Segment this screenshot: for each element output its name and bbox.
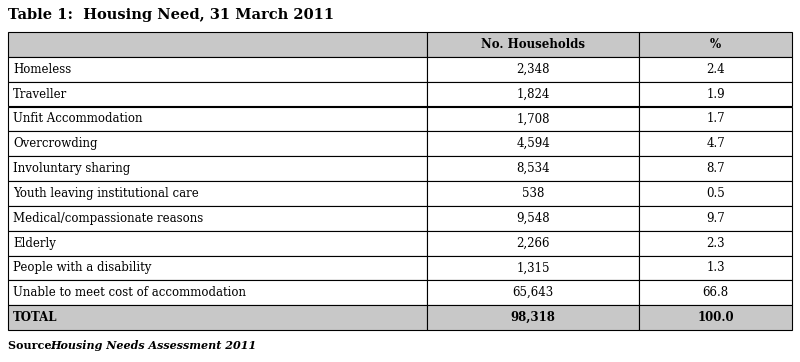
Bar [427,57,639,82]
Text: 2.4: 2.4 [706,63,725,76]
Text: 1,315: 1,315 [517,261,550,274]
Text: Source:: Source: [8,340,59,351]
Text: 2.3: 2.3 [706,237,725,249]
Bar [8,206,427,231]
Text: 100.0: 100.0 [698,311,734,324]
Bar [8,57,427,82]
Bar [8,256,427,280]
Text: 1,824: 1,824 [517,88,550,101]
Text: People with a disability: People with a disability [13,261,151,274]
Bar [427,280,639,305]
Bar [639,181,792,206]
Text: 538: 538 [522,187,545,200]
Text: Homeless: Homeless [13,63,71,76]
Text: 0.5: 0.5 [706,187,725,200]
Bar [427,305,639,330]
Text: 98,318: 98,318 [511,311,556,324]
Bar [427,32,639,57]
Text: Traveller: Traveller [13,88,67,101]
Text: 1,708: 1,708 [517,113,550,125]
Text: 1.3: 1.3 [706,261,725,274]
Bar [8,131,427,156]
Bar [427,206,639,231]
Bar [8,82,427,106]
Bar [8,280,427,305]
Text: 8.7: 8.7 [706,162,725,175]
Text: Unable to meet cost of accommodation: Unable to meet cost of accommodation [13,286,246,299]
Text: Unfit Accommodation: Unfit Accommodation [13,113,142,125]
Text: Medical/compassionate reasons: Medical/compassionate reasons [13,212,203,225]
Bar [427,131,639,156]
Bar [639,280,792,305]
Bar [427,156,639,181]
Text: 4.7: 4.7 [706,137,725,150]
Bar [639,57,792,82]
Text: TOTAL: TOTAL [13,311,58,324]
Text: 66.8: 66.8 [702,286,729,299]
Bar [639,82,792,106]
Text: 9,548: 9,548 [517,212,550,225]
Text: Table 1:  Housing Need, 31 March 2011: Table 1: Housing Need, 31 March 2011 [8,8,334,22]
Text: 4,594: 4,594 [517,137,550,150]
Bar [8,156,427,181]
Bar [639,206,792,231]
Text: 2,266: 2,266 [517,237,550,249]
Bar [427,106,639,131]
Bar [639,231,792,256]
Bar [639,106,792,131]
Text: No. Households: No. Households [482,38,586,51]
Bar [639,32,792,57]
Bar [427,256,639,280]
Bar [8,231,427,256]
Text: Involuntary sharing: Involuntary sharing [13,162,130,175]
Bar [8,305,427,330]
Text: Youth leaving institutional care: Youth leaving institutional care [13,187,198,200]
Bar [427,231,639,256]
Text: 9.7: 9.7 [706,212,725,225]
Bar [639,131,792,156]
Text: %: % [710,38,721,51]
Bar [8,181,427,206]
Text: 65,643: 65,643 [513,286,554,299]
Bar [639,305,792,330]
Bar [8,32,427,57]
Text: 2,348: 2,348 [517,63,550,76]
Text: 1.7: 1.7 [706,113,725,125]
Bar [427,181,639,206]
Text: Elderly: Elderly [13,237,56,249]
Text: Housing Needs Assessment 2011: Housing Needs Assessment 2011 [50,340,256,351]
Bar [639,156,792,181]
Bar [639,256,792,280]
Text: Overcrowding: Overcrowding [13,137,98,150]
Text: 1.9: 1.9 [706,88,725,101]
Bar [427,82,639,106]
Bar [8,106,427,131]
Text: 8,534: 8,534 [517,162,550,175]
